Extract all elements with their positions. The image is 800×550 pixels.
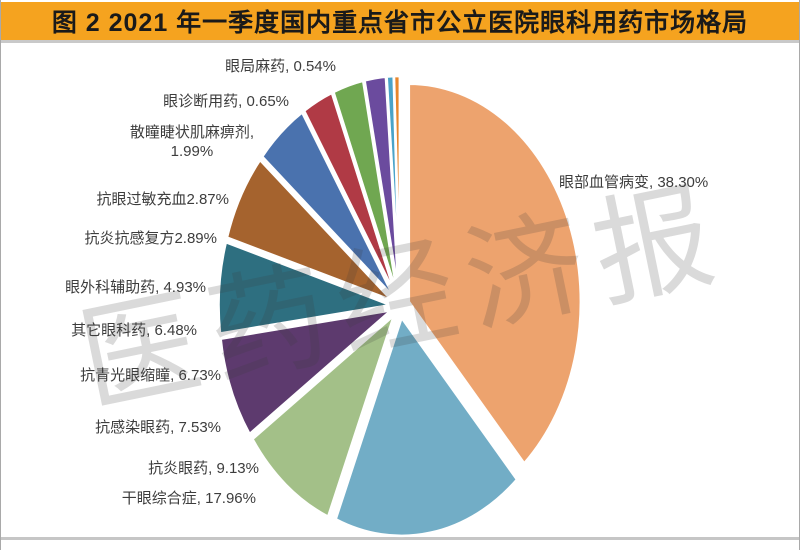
figure-title-bar: 图 2 2021 年一季度国内重点省市公立医院眼科用药市场格局: [1, 2, 799, 43]
pie-label-9: 散瞳睫状肌麻痹剂, 1.99%: [129, 124, 254, 160]
pie-slice-3: [219, 308, 396, 437]
pie-label-4: 抗青光眼缩瞳, 6.73%: [80, 367, 221, 384]
pie-slice-0: [407, 82, 583, 466]
pie-slice-11: [392, 74, 402, 295]
pie-label-10: 眼诊断用药, 0.65%: [163, 93, 289, 110]
pie-label-8: 抗眼过敏充血2.87%: [96, 191, 229, 208]
pie-slice-5: [225, 157, 393, 302]
pie-slice-8: [331, 79, 399, 295]
pie-slice-6: [260, 110, 395, 298]
pie-slice-7: [302, 91, 397, 296]
pie-label-6: 眼外科辅助药, 4.93%: [65, 279, 206, 296]
pie-label-3: 抗感染眼药, 7.53%: [95, 419, 221, 436]
figure-title: 图 2 2021 年一季度国内重点省市公立医院眼科用药市场格局: [51, 9, 749, 37]
pie-label-2: 抗炎眼药, 9.13%: [148, 460, 259, 477]
pie-label-0: 眼部血管病变, 38.30%: [559, 174, 709, 191]
pie-label-5: 其它眼科药, 6.48%: [71, 322, 197, 339]
pie-slice-2: [250, 311, 397, 519]
pie-slice-1: [334, 315, 519, 538]
pie-label-7: 抗炎抗感复方2.89%: [84, 230, 217, 247]
figure-bottom-border: [1, 537, 799, 540]
pie-slice-4: [217, 240, 396, 335]
pie-label-11: 眼局麻药, 0.54%: [225, 58, 336, 75]
pie-label-1: 干眼综合症, 17.96%: [121, 490, 256, 507]
